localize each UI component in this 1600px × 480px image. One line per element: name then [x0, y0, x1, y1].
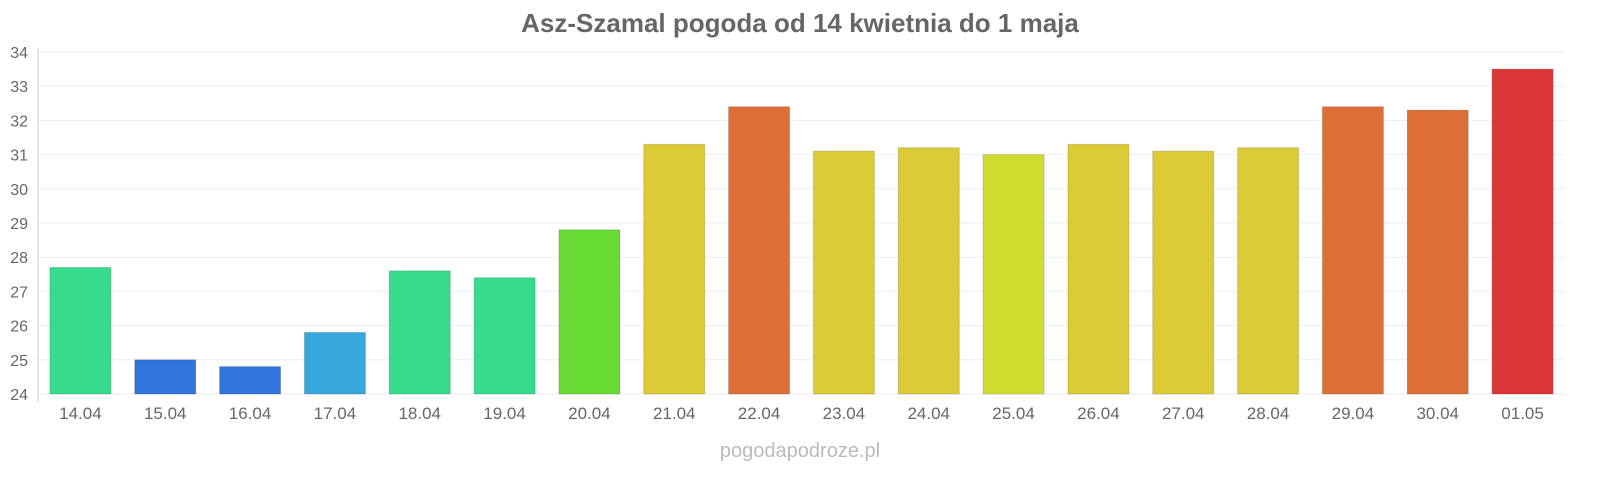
x-tick-label: 29.04: [1332, 404, 1375, 423]
y-tick-label: 26: [10, 319, 28, 336]
bar-27.04: [1152, 150, 1215, 395]
x-tick-label: 19.04: [483, 404, 526, 423]
y-tick-label: 33: [10, 79, 28, 96]
bar-29.04: [1321, 106, 1384, 395]
bar-18.04: [388, 270, 451, 395]
x-tick-label: 23.04: [823, 404, 866, 423]
x-tick-label: 30.04: [1416, 404, 1459, 423]
x-tick-label: 15.04: [144, 404, 187, 423]
x-tick-label: 20.04: [568, 404, 611, 423]
y-tick-label: 29: [10, 216, 28, 233]
bar-15.04: [134, 359, 197, 395]
bar-19.04: [473, 277, 536, 395]
bar-30.04: [1406, 109, 1469, 395]
bar-01.05: [1491, 68, 1554, 395]
bar-16.04: [219, 366, 282, 395]
y-tick-label: 27: [10, 284, 28, 301]
y-tick-label: 32: [10, 113, 28, 130]
x-tick-label: 26.04: [1077, 404, 1120, 423]
y-tick-label: 25: [10, 353, 28, 370]
bar-23.04: [812, 150, 875, 395]
y-tick-label: 31: [10, 148, 28, 165]
y-tick-label: 28: [10, 250, 28, 267]
x-tick-label: 16.04: [229, 404, 272, 423]
y-tick-label: 30: [10, 182, 28, 199]
bar-14.04: [49, 266, 112, 395]
chart-title: Asz-Szamal pogoda od 14 kwietnia do 1 ma…: [521, 8, 1079, 38]
bar-17.04: [303, 331, 366, 395]
bar-28.04: [1237, 147, 1300, 395]
x-tick-label: 21.04: [653, 404, 696, 423]
bar-24.04: [897, 147, 960, 395]
x-tick-label: 14.04: [59, 404, 102, 423]
watermark: pogodapodroze.pl: [719, 440, 881, 462]
x-tick-label: 17.04: [314, 404, 357, 423]
y-tick-label: 24: [10, 387, 28, 404]
y-tick-label: 34: [10, 45, 28, 62]
x-tick-label: 18.04: [398, 404, 441, 423]
bar-21.04: [643, 143, 706, 395]
x-tick-label: 28.04: [1247, 404, 1290, 423]
x-tick-label: 25.04: [992, 404, 1035, 423]
bar-26.04: [1067, 143, 1130, 395]
bar-22.04: [728, 106, 791, 395]
bar-20.04: [558, 229, 621, 395]
bar-25.04: [982, 154, 1045, 395]
x-tick-label: 24.04: [907, 404, 950, 423]
x-tick-label: 01.05: [1501, 404, 1544, 423]
x-tick-label: 27.04: [1162, 404, 1205, 423]
x-tick-label: 22.04: [738, 404, 781, 423]
